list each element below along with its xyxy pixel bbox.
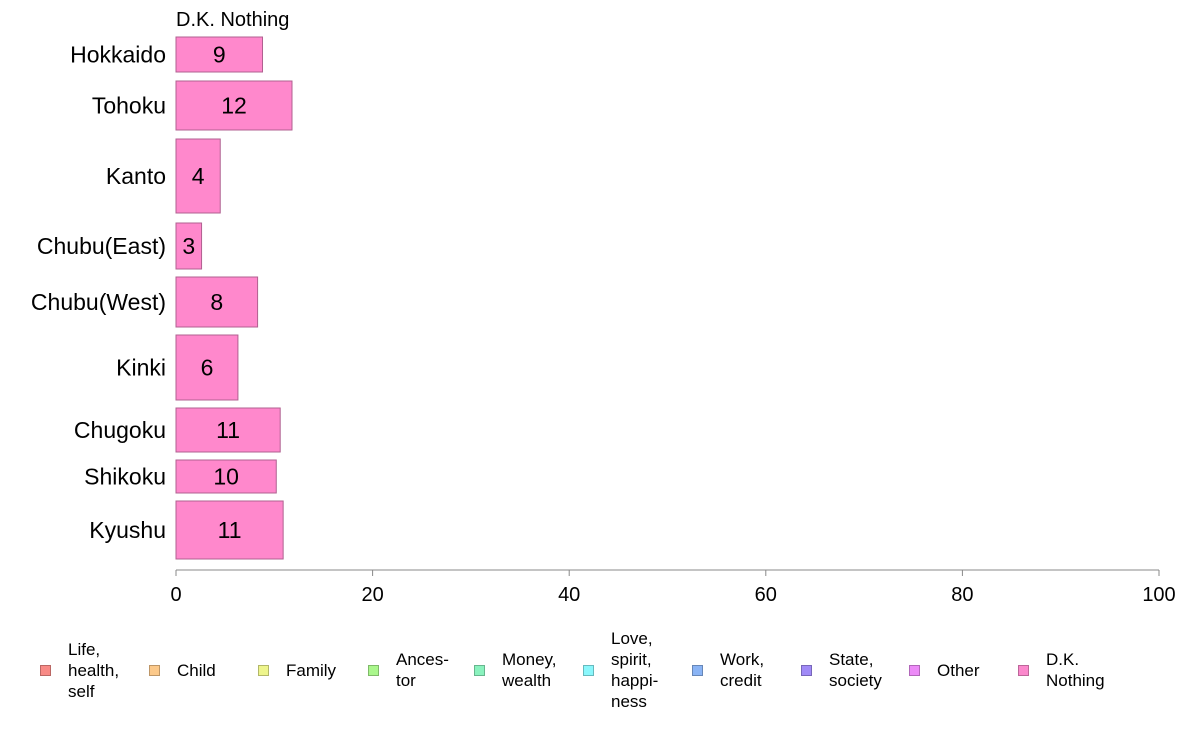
legend-item: Ances- tor xyxy=(368,620,449,720)
legend-label: Family xyxy=(286,660,337,680)
x-tick-label: 80 xyxy=(951,584,973,606)
legend-label: Love, spirit, happi- ness xyxy=(611,629,659,711)
bar-hokkaido xyxy=(175,36,264,73)
legend-item: Other xyxy=(909,620,980,720)
legend-label: Money, wealth xyxy=(502,650,557,690)
legend-swatch xyxy=(474,664,485,676)
x-tick-label: 100 xyxy=(1142,584,1175,606)
category-label: Kanto xyxy=(106,163,166,189)
x-tick-label: 60 xyxy=(755,584,777,606)
legend-label: D.K. Nothing xyxy=(1046,650,1105,690)
bars-layer: 9 Hokkaido 12 Tohoku 4 Kanto 3 Chubu(East) 8 Chub… xyxy=(31,36,293,560)
chart-title: D.K. Nothing xyxy=(176,9,289,31)
bar-value-label: 8 xyxy=(210,289,223,315)
bar-shikoku xyxy=(175,459,277,494)
legend-item: Family xyxy=(258,620,336,720)
legend-label: State, society xyxy=(829,650,882,690)
bar-value-label: 12 xyxy=(221,93,247,119)
legend-swatch xyxy=(909,664,920,676)
category-label: Tohoku xyxy=(92,93,166,119)
legend-item: Love, spirit, happi- ness xyxy=(583,620,658,720)
bar-kyushu xyxy=(175,500,284,560)
x-tick-label: 40 xyxy=(558,584,580,606)
legend-label: Life, health, self xyxy=(68,639,120,701)
bar-chugoku xyxy=(175,407,281,453)
bar-chart: D.K. Nothing 9 Hokkaido 12 Tohoku 4 Kanto 3 Chu… xyxy=(31,9,1176,606)
legend-swatch xyxy=(801,664,812,676)
bar-tohoku xyxy=(175,80,293,131)
bar-kinki xyxy=(175,334,239,401)
legend-swatch xyxy=(1018,664,1029,676)
bar-value-label: 10 xyxy=(213,464,239,490)
x-axis: 0 20 40 60 80 100 xyxy=(170,569,1176,606)
bar-chubu-west xyxy=(175,276,259,328)
bar-value-label: 9 xyxy=(213,42,226,68)
x-tick-label: 0 xyxy=(170,584,181,606)
legend-item: State, society xyxy=(801,620,882,720)
bar-chubu-east xyxy=(175,222,203,270)
category-label: Shikoku xyxy=(84,464,166,490)
category-label: Kyushu xyxy=(89,517,166,543)
category-label: Chubu(East) xyxy=(37,233,166,259)
x-tick-label: 20 xyxy=(361,584,383,606)
legend-item: Work, credit xyxy=(692,620,764,720)
legend-item: Life, health, self xyxy=(40,620,119,720)
legend-swatch xyxy=(583,664,594,676)
bar-value-label: 3 xyxy=(182,233,195,259)
bar-value-label: 11 xyxy=(216,417,240,443)
legend-swatch xyxy=(692,664,703,676)
bar-value-label: 11 xyxy=(218,517,242,543)
category-label: Chugoku xyxy=(74,417,166,443)
bar-kanto xyxy=(175,138,221,214)
legend-label: Ances- tor xyxy=(396,650,449,690)
legend-label: Other xyxy=(937,660,980,680)
bar-value-label: 6 xyxy=(201,355,214,381)
legend-swatch xyxy=(149,664,160,676)
category-label: Chubu(West) xyxy=(31,289,166,315)
legend-item: Child xyxy=(149,620,216,720)
legend-swatch xyxy=(368,664,379,676)
legend: Life, health, self Child Family Ances- tor M… xyxy=(28,620,1178,720)
legend-item: D.K. Nothing xyxy=(1018,620,1105,720)
legend-swatch xyxy=(40,664,51,676)
bar-value-label: 4 xyxy=(192,163,205,189)
legend-label: Work, credit xyxy=(720,650,765,690)
category-label: Kinki xyxy=(116,355,166,381)
legend-swatch xyxy=(258,664,269,676)
legend-item: Money, wealth xyxy=(474,620,557,720)
legend-label: Child xyxy=(177,660,216,680)
category-label: Hokkaido xyxy=(70,42,166,68)
